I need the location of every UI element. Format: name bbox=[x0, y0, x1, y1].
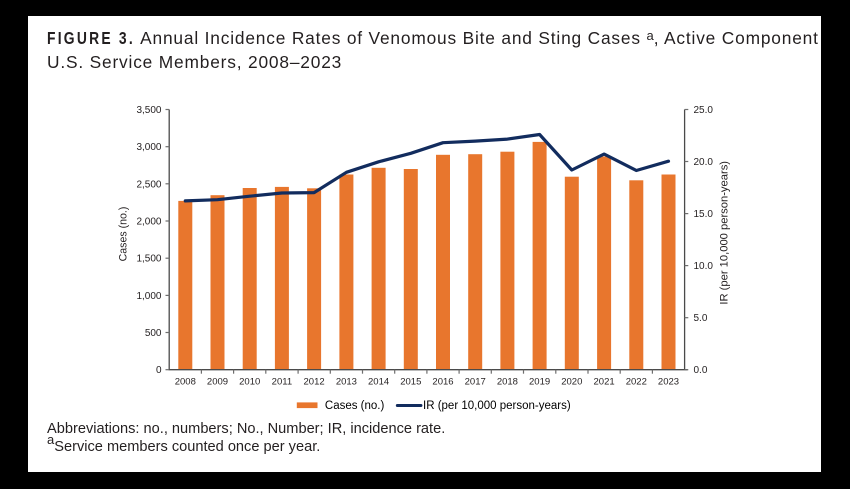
svg-text:IR (per 10,000 person-years): IR (per 10,000 person-years) bbox=[719, 161, 731, 305]
svg-text:2021: 2021 bbox=[594, 377, 615, 388]
svg-text:2022: 2022 bbox=[626, 377, 647, 388]
svg-text:2018: 2018 bbox=[497, 377, 518, 388]
svg-text:2017: 2017 bbox=[465, 377, 486, 388]
svg-text:Cases (no.): Cases (no.) bbox=[117, 207, 129, 262]
svg-text:2009: 2009 bbox=[207, 377, 228, 388]
svg-text:0.0: 0.0 bbox=[694, 365, 708, 376]
svg-text:20.0: 20.0 bbox=[694, 157, 714, 168]
svg-text:2015: 2015 bbox=[400, 377, 421, 388]
svg-text:0: 0 bbox=[156, 365, 162, 376]
svg-text:15.0: 15.0 bbox=[694, 209, 714, 220]
svg-text:2010: 2010 bbox=[239, 377, 260, 388]
svg-text:2016: 2016 bbox=[432, 377, 453, 388]
svg-text:Cases (no.): Cases (no.) bbox=[325, 400, 385, 412]
svg-text:500: 500 bbox=[145, 328, 162, 339]
svg-text:1,000: 1,000 bbox=[136, 291, 161, 302]
svg-text:5.0: 5.0 bbox=[694, 313, 708, 324]
svg-text:2011: 2011 bbox=[272, 377, 292, 388]
svg-text:10.0: 10.0 bbox=[694, 261, 714, 272]
svg-text:3,500: 3,500 bbox=[136, 105, 161, 116]
svg-text:3,000: 3,000 bbox=[136, 142, 161, 153]
svg-text:2,500: 2,500 bbox=[136, 179, 161, 190]
svg-text:2020: 2020 bbox=[561, 377, 582, 388]
svg-text:2014: 2014 bbox=[368, 377, 389, 388]
svg-text:2008: 2008 bbox=[175, 377, 196, 388]
svg-text:2013: 2013 bbox=[336, 377, 357, 388]
svg-text:1,500: 1,500 bbox=[136, 254, 161, 265]
svg-text:25.0: 25.0 bbox=[694, 105, 714, 116]
svg-text:2023: 2023 bbox=[658, 377, 679, 388]
svg-text:2012: 2012 bbox=[304, 377, 325, 388]
svg-text:IR (per 10,000 person-years): IR (per 10,000 person-years) bbox=[423, 400, 571, 412]
svg-text:2,000: 2,000 bbox=[136, 217, 161, 228]
svg-text:2019: 2019 bbox=[529, 377, 550, 388]
